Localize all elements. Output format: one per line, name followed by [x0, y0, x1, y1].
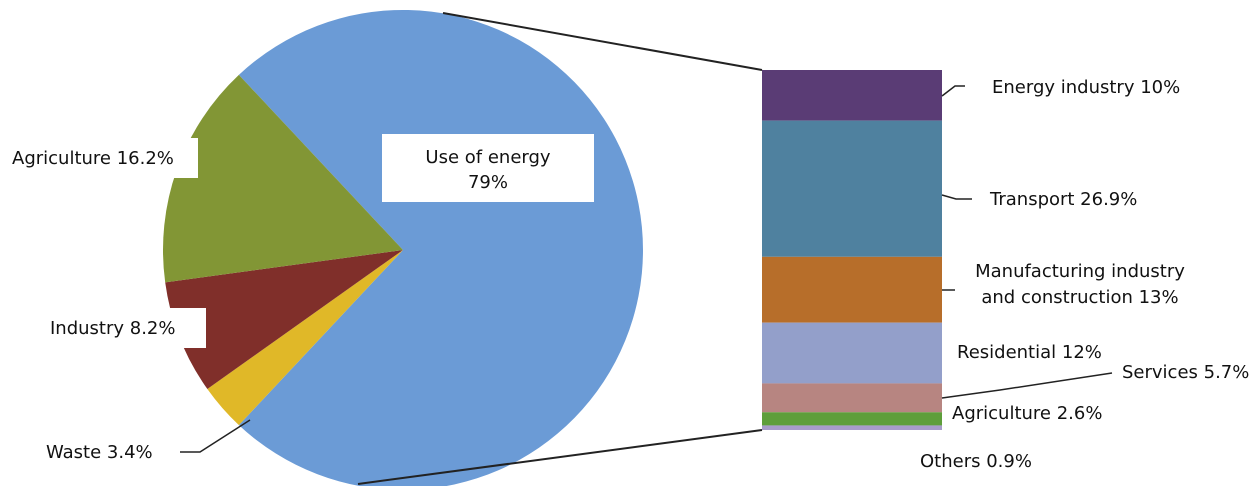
transport-label: Transport 26.9% [989, 189, 1137, 210]
pie-slice-use-of-energy [238, 10, 643, 486]
leader-transport [941, 194, 972, 200]
residential-label: Residential 12% [957, 342, 1102, 363]
manufacturing-label-line2: and construction 13% [981, 287, 1178, 308]
leader-energy-industry [941, 85, 965, 97]
connector-line-top [442, 12, 763, 71]
bar-segment-agriculture [762, 412, 942, 426]
bar-segment-manufacturing-industry-and-construction [762, 256, 942, 323]
breakdown-bar [762, 70, 942, 430]
connector-line-bottom [357, 429, 763, 485]
agriculture-pie-label-box [4, 138, 198, 178]
bar-segment-energy-industry [762, 70, 942, 121]
others-label: Others 0.9% [920, 451, 1032, 472]
pie-slice-waste [207, 250, 403, 426]
bar-segment-residential [762, 322, 942, 384]
agriculture-pie-label: Agriculture 16.2% [12, 148, 174, 169]
leader-lines [180, 85, 1113, 453]
energy-industry-label: Energy industry 10% [992, 77, 1180, 98]
use-of-energy-label-line1: Use of energy [425, 147, 550, 168]
services-label: Services 5.7% [1122, 362, 1249, 383]
pie-group [162, 10, 643, 486]
industry-pie-label-box [42, 308, 206, 348]
bar-segment-others [762, 425, 942, 430]
leader-waste [180, 419, 251, 453]
leader-services [941, 372, 1113, 399]
use-of-energy-label-line2: 79% [468, 172, 508, 193]
pie-slice-agriculture [162, 74, 403, 283]
connector-lines [357, 12, 763, 485]
bar-segment-transport [762, 120, 942, 257]
pie-slice-industry [165, 250, 403, 389]
use-of-energy-label-box [382, 134, 594, 202]
waste-pie-label: Waste 3.4% [46, 442, 153, 463]
manufacturing-label-line1: Manufacturing industry [975, 261, 1185, 282]
bar-segment-services [762, 383, 942, 413]
agriculture-bar-label: Agriculture 2.6% [952, 403, 1102, 424]
industry-pie-label: Industry 8.2% [50, 318, 176, 339]
